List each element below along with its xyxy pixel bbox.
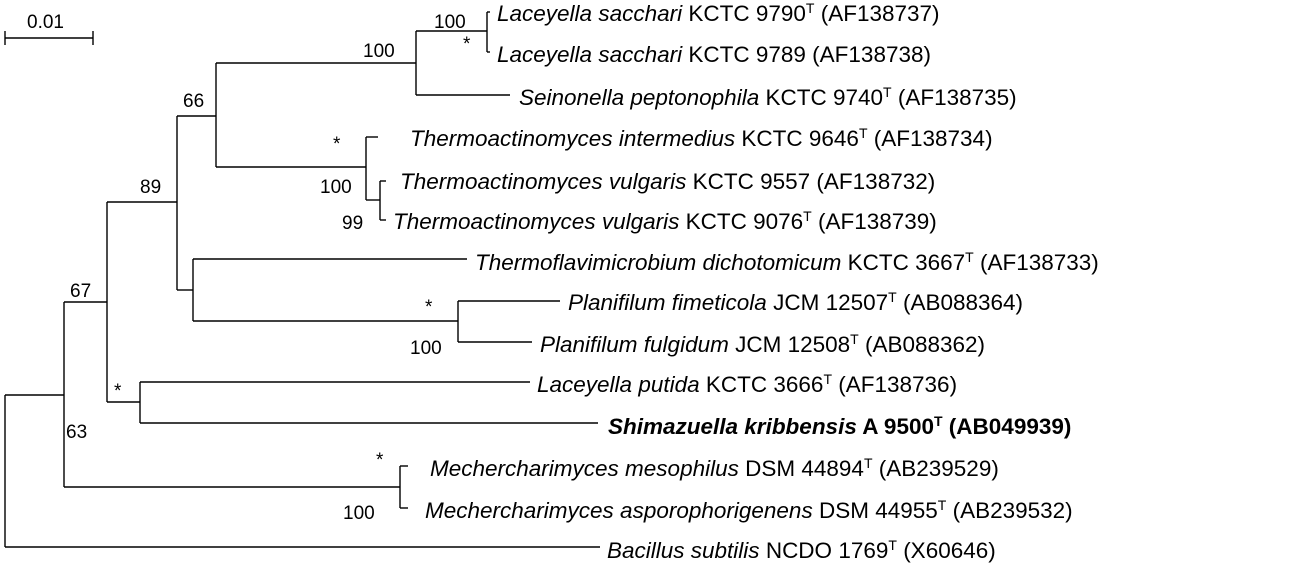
bootstrap-label: *	[463, 34, 471, 55]
bootstrap-label: 100	[434, 12, 466, 33]
taxon-strain: KCTC 9076	[679, 209, 803, 234]
tree-branches	[4, 11, 600, 548]
bootstrap-label: 89	[140, 177, 161, 198]
taxon-strain: KCTC 9789	[682, 42, 806, 67]
bootstrap-label: *	[376, 450, 384, 471]
type-strain-mark: T	[823, 371, 832, 387]
taxon-accession: (AF138732)	[810, 169, 935, 194]
bootstrap-label: 66	[183, 91, 204, 112]
taxon-accession: (AB239532)	[946, 498, 1072, 523]
bootstrap-label: 100	[410, 338, 442, 359]
taxon-accession: (AF138734)	[868, 126, 993, 151]
taxon-label: Thermoactinomyces intermedius KCTC 9646T…	[410, 125, 993, 151]
taxon-label: Laceyella sacchari KCTC 9790T (AF138737)	[497, 0, 940, 26]
type-strain-mark: T	[888, 537, 897, 553]
bootstrap-label: 99	[342, 213, 363, 234]
taxon-label: Thermoactinomyces vulgaris KCTC 9076T (A…	[393, 208, 937, 234]
type-strain-mark: T	[934, 413, 943, 429]
type-strain-mark: T	[883, 84, 892, 100]
taxon-species: Thermoflavimicrobium dichotomicum	[475, 250, 841, 275]
taxon-strain: KCTC 9646	[735, 126, 859, 151]
bootstrap-label: *	[425, 297, 433, 318]
taxon-species: Thermoactinomyces intermedius	[410, 126, 735, 151]
taxon-strain: KCTC 3666	[700, 372, 824, 397]
taxon-strain: KCTC 9790	[682, 1, 806, 26]
taxon-accession: (AB049939)	[943, 414, 1072, 439]
taxon-accession: (AF138733)	[974, 250, 1099, 275]
taxon-strain: KCTC 9557	[686, 169, 810, 194]
taxon-species: Seinonella peptonophila	[519, 85, 759, 110]
type-strain-mark: T	[888, 289, 897, 305]
taxon-species: Laceyella sacchari	[497, 42, 683, 67]
type-strain-mark: T	[850, 331, 859, 347]
taxon-label: Thermoflavimicrobium dichotomicum KCTC 3…	[475, 249, 1099, 275]
type-strain-mark: T	[864, 455, 873, 471]
taxon-label: Seinonella peptonophila KCTC 9740T (AF13…	[519, 84, 1017, 110]
taxon-accession: (AB239529)	[873, 456, 999, 481]
taxon-label: Laceyella sacchari KCTC 9789 (AF138738)	[497, 42, 931, 67]
taxon-species: Thermoactinomyces vulgaris	[393, 209, 679, 234]
bootstrap-label: 100	[343, 503, 375, 524]
taxon-accession: (AF138735)	[892, 85, 1017, 110]
taxon-strain: A 9500	[857, 414, 934, 439]
type-strain-mark: T	[965, 249, 974, 265]
taxon-species: Planifilum fulgidum	[540, 332, 729, 357]
type-strain-mark: T	[938, 497, 947, 513]
taxon-strain: KCTC 9740	[759, 85, 883, 110]
type-strain-mark: T	[806, 0, 815, 16]
taxon-accession: (AF138738)	[806, 42, 931, 67]
taxon-species: Laceyella sacchari	[497, 1, 683, 26]
taxon-accession: (AB088364)	[897, 290, 1023, 315]
type-strain-mark: T	[859, 125, 868, 141]
bootstrap-label: *	[114, 381, 122, 402]
taxon-label: Shimazuella kribbensis A 9500T (AB049939…	[608, 413, 1071, 439]
taxon-species: Thermoactinomyces vulgaris	[400, 169, 686, 194]
taxon-species: Mechercharimyces asporophorigenens	[425, 498, 813, 523]
taxon-label: Mechercharimyces mesophilus DSM 44894T (…	[430, 455, 999, 481]
taxon-species: Planifilum fimeticola	[568, 290, 767, 315]
bootstrap-values: 100 100 66 * 100 99 89 * 100 67 * 63 * *…	[66, 12, 471, 524]
taxon-strain: KCTC 3667	[841, 250, 965, 275]
taxon-accession: (AF138739)	[812, 209, 937, 234]
taxon-label: Bacillus subtilis NCDO 1769T (X60646)	[607, 537, 996, 563]
taxon-strain: JCM 12508	[729, 332, 850, 357]
scale-bar: 0.01	[4, 12, 94, 45]
bootstrap-label: 100	[363, 41, 395, 62]
taxon-label: Laceyella putida KCTC 3666T (AF138736)	[537, 371, 957, 397]
taxon-strain: DSM 44955	[813, 498, 938, 523]
taxon-strain: DSM 44894	[739, 456, 864, 481]
taxon-labels: Laceyella sacchari KCTC 9790T (AF138737)…	[393, 0, 1099, 563]
type-strain-mark: T	[803, 208, 812, 224]
taxon-species: Laceyella putida	[537, 372, 700, 397]
taxon-label: Planifilum fimeticola JCM 12507T (AB0883…	[568, 289, 1023, 315]
bootstrap-label: 100	[320, 177, 352, 198]
taxon-accession: (AF138736)	[832, 372, 957, 397]
taxon-accession: (AF138737)	[814, 1, 939, 26]
bootstrap-label: *	[333, 134, 341, 155]
taxon-label: Planifilum fulgidum JCM 12508T (AB088362…	[540, 331, 985, 357]
taxon-strain: JCM 12507	[767, 290, 888, 315]
bootstrap-label: 63	[66, 422, 87, 443]
taxon-species: Shimazuella kribbensis	[608, 414, 857, 439]
scale-bar-label: 0.01	[27, 12, 64, 33]
taxon-accession: (X60646)	[897, 538, 996, 563]
taxon-label: Mechercharimyces asporophorigenens DSM 4…	[425, 497, 1073, 523]
taxon-label: Thermoactinomyces vulgaris KCTC 9557 (AF…	[400, 169, 935, 194]
taxon-species: Mechercharimyces mesophilus	[430, 456, 739, 481]
taxon-accession: (AB088362)	[859, 332, 985, 357]
bootstrap-label: 67	[70, 281, 91, 302]
taxon-species: Bacillus subtilis	[607, 538, 760, 563]
taxon-strain: NCDO 1769	[760, 538, 889, 563]
